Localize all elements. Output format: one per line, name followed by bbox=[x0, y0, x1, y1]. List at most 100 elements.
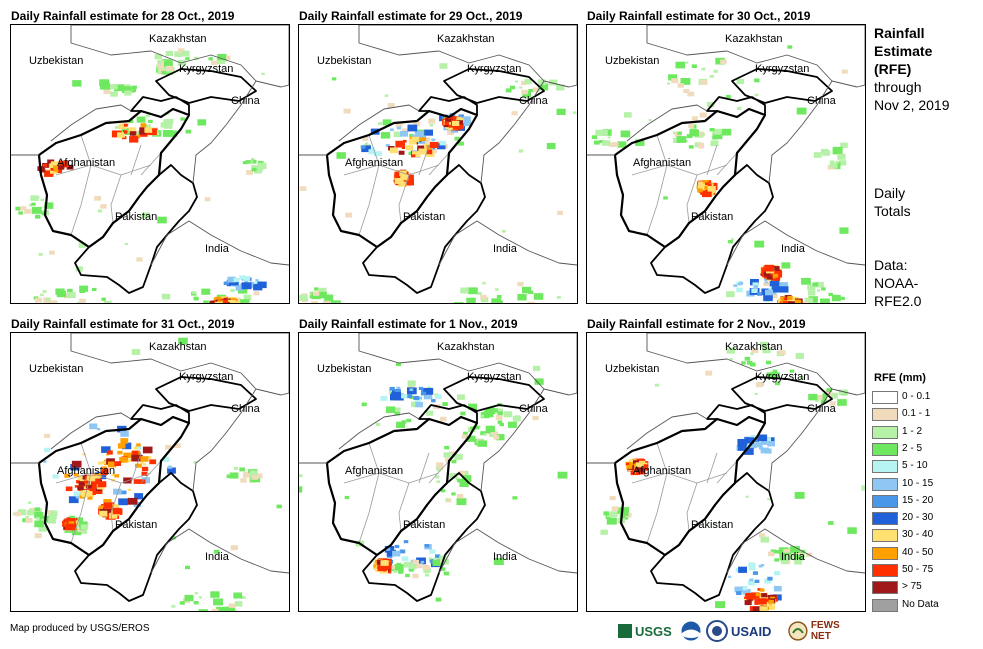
rain-cell bbox=[762, 267, 766, 271]
rain-cell bbox=[424, 129, 433, 136]
boundary-line bbox=[130, 96, 190, 118]
rain-cell bbox=[755, 442, 763, 448]
rain-cell bbox=[25, 516, 29, 519]
rain-cell bbox=[780, 559, 789, 565]
rain-cell bbox=[97, 209, 102, 213]
rain-cell bbox=[257, 281, 267, 289]
rain-cell bbox=[490, 432, 497, 437]
rain-cell bbox=[79, 298, 86, 303]
legend-swatch bbox=[872, 391, 898, 404]
rain-cell bbox=[165, 50, 173, 56]
rain-cell bbox=[131, 349, 141, 355]
rain-cell bbox=[437, 469, 441, 472]
rain-cell bbox=[751, 348, 759, 354]
place-label-afghanistan: Afghanistan bbox=[57, 157, 116, 169]
place-label-kazakhstan: Kazakhstan bbox=[725, 33, 783, 45]
rain-cell bbox=[25, 518, 33, 523]
rain-cell bbox=[760, 447, 769, 454]
usaid-logo: USAID bbox=[731, 617, 787, 645]
rain-cell bbox=[680, 77, 691, 85]
rain-cell bbox=[804, 297, 813, 303]
legend-label: 50 - 75 bbox=[902, 564, 934, 575]
place-label-india: India bbox=[205, 551, 229, 563]
rain-cell bbox=[457, 394, 465, 400]
rain-cell bbox=[594, 140, 600, 145]
rain-cell bbox=[27, 510, 35, 516]
rain-cell bbox=[134, 445, 142, 450]
rain-cell bbox=[482, 281, 486, 285]
rain-cell bbox=[745, 592, 756, 600]
rain-cell bbox=[389, 386, 395, 391]
footer-credit: Map produced by USGS/EROS bbox=[10, 623, 150, 634]
rain-cell bbox=[29, 203, 33, 207]
rain-cell bbox=[790, 546, 800, 553]
rain-cell bbox=[299, 186, 307, 191]
rain-cell bbox=[22, 518, 28, 523]
rain-cell bbox=[413, 396, 420, 400]
rain-cell bbox=[518, 149, 524, 153]
rain-cell bbox=[164, 60, 173, 67]
rain-cell bbox=[445, 457, 451, 462]
legend-label: 15 - 20 bbox=[902, 494, 934, 506]
rain-cell bbox=[110, 91, 118, 97]
rain-cell bbox=[713, 69, 718, 73]
rain-cell bbox=[426, 410, 434, 416]
place-label-afghanistan: Afghanistan bbox=[633, 465, 692, 477]
place-label-india: India bbox=[205, 243, 229, 255]
boundary-line bbox=[686, 482, 698, 532]
side-date: Nov 2, 2019 bbox=[874, 97, 950, 113]
rain-cell bbox=[253, 291, 260, 296]
rain-cell bbox=[398, 150, 405, 155]
rain-cell bbox=[409, 564, 417, 570]
side-title-line3: (RFE) bbox=[874, 61, 912, 77]
rain-cell bbox=[499, 423, 504, 427]
rain-cell bbox=[428, 118, 436, 124]
rain-cell bbox=[483, 433, 487, 436]
rain-cell bbox=[399, 549, 406, 554]
rain-cell bbox=[781, 262, 791, 269]
rain-cell bbox=[101, 470, 108, 476]
rain-cell bbox=[228, 603, 235, 608]
rain-cell bbox=[250, 281, 255, 285]
boundary-line bbox=[338, 104, 420, 142]
rain-cell bbox=[214, 301, 223, 303]
rain-cell bbox=[796, 107, 807, 115]
map-panel-6: Kazakhstan Uzbekistan Kyrgyzstan China Afgha… bbox=[586, 332, 866, 612]
rain-cell bbox=[140, 123, 147, 128]
rain-cell bbox=[139, 127, 146, 132]
rain-cell bbox=[168, 130, 178, 137]
noaa-logo bbox=[680, 617, 704, 645]
rain-cell bbox=[691, 64, 697, 68]
rain-cell bbox=[691, 116, 698, 121]
rain-cell bbox=[39, 168, 46, 173]
rain-cell bbox=[468, 287, 478, 295]
map-panel-5: Kazakhstan Uzbekistan Kyrgyzstan China Afgha… bbox=[298, 332, 578, 612]
rain-cell bbox=[157, 64, 164, 70]
boundary-line bbox=[631, 164, 728, 176]
rain-cell bbox=[43, 297, 50, 302]
rain-cell bbox=[822, 150, 831, 156]
rain-cell bbox=[422, 565, 430, 570]
rain-cell bbox=[423, 393, 433, 400]
usgs-logo-mark bbox=[618, 624, 632, 638]
boundary-line bbox=[130, 404, 190, 426]
place-label-afghanistan: Afghanistan bbox=[345, 465, 404, 477]
rain-cell bbox=[761, 593, 768, 598]
rain-cell bbox=[120, 438, 129, 444]
rain-cell bbox=[130, 88, 136, 93]
rain-cell bbox=[635, 462, 644, 468]
rain-cell bbox=[794, 491, 805, 499]
rain-cell bbox=[373, 564, 379, 568]
rain-cell bbox=[411, 154, 416, 158]
place-label-kazakhstan: Kazakhstan bbox=[437, 33, 495, 45]
rain-cell bbox=[97, 481, 107, 488]
place-label-china: China bbox=[231, 95, 260, 107]
rain-cell bbox=[744, 600, 752, 606]
rain-cell bbox=[556, 84, 565, 91]
rain-cell bbox=[517, 294, 527, 301]
legend-swatch bbox=[872, 460, 898, 474]
rain-cell bbox=[18, 211, 23, 215]
rain-cell bbox=[141, 466, 149, 472]
rain-cell bbox=[375, 422, 381, 426]
rain-cell bbox=[44, 202, 54, 209]
